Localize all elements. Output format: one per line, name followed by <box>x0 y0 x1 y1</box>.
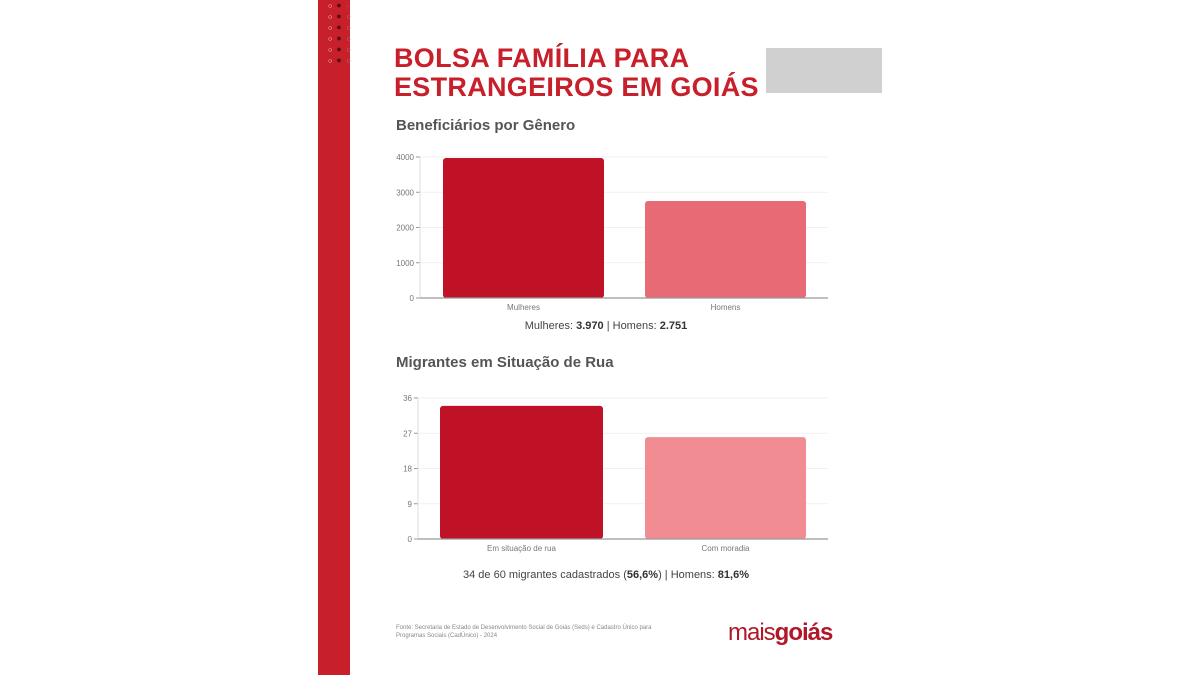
bar-homens <box>645 201 806 298</box>
chart-1-caption: Mulheres: 3.970 | Homens: 2.751 <box>0 320 1200 332</box>
x-tick-label: Mulheres <box>507 303 540 312</box>
y-tick-label: 3000 <box>396 188 414 197</box>
logo-part-2: goiás <box>774 619 834 646</box>
y-tick-label: 18 <box>403 465 412 474</box>
brand-logo: maisgoiás <box>728 619 834 647</box>
y-tick-label: 2000 <box>396 224 414 233</box>
y-tick-label: 1000 <box>396 259 414 268</box>
y-tick-label: 0 <box>408 535 413 544</box>
title-line-2: ESTRANGEIROS EM GOIÁS <box>394 72 759 102</box>
title-line-1: BOLSA FAMÍLIA PARA <box>394 43 690 73</box>
decorative-red-strip <box>318 0 350 675</box>
caption-label: 34 de 60 migrantes cadastrados ( <box>463 569 627 581</box>
x-tick-label: Com moradia <box>701 544 750 553</box>
bar-mulheres <box>443 158 604 298</box>
caption-value: 81,6% <box>717 569 749 581</box>
decorative-dot-pattern: ○ ● · ○ ● ○ ○ ● ○ ○ ● ○ ○ ● ○ ○ ● ○ <box>328 0 351 65</box>
caption-value: 2.751 <box>659 320 688 332</box>
y-tick-label: 0 <box>410 294 415 303</box>
caption-value: 3.970 <box>576 320 604 332</box>
bar-com-moradia <box>645 437 806 539</box>
placeholder-box <box>766 48 882 93</box>
y-tick-label: 9 <box>408 500 413 509</box>
x-tick-label: Em situação de rua <box>487 544 556 553</box>
page-title: BOLSA FAMÍLIA PARA ESTRANGEIROS EM GOIÁS <box>394 44 759 102</box>
logo-part-1: mais <box>728 619 776 646</box>
caption-label: Homens: <box>670 569 718 581</box>
y-tick-label: 4000 <box>396 153 414 162</box>
x-tick-label: Homens <box>711 303 741 312</box>
source-note: Fonte: Secretaria de Estado de Desenvolv… <box>396 625 652 639</box>
caption-label: Mulheres: <box>524 320 577 332</box>
caption-sep: ) | <box>658 569 671 581</box>
caption-value: 56,6% <box>626 569 659 581</box>
caption-label: Homens: <box>612 320 660 332</box>
chart-1-title: Beneficiários por Gênero <box>396 117 576 134</box>
y-tick-label: 27 <box>403 429 412 438</box>
caption-sep: | <box>603 320 613 332</box>
chart-2-caption: 34 de 60 migrantes cadastrados (56,6%) |… <box>0 569 1200 581</box>
y-tick-label: 36 <box>403 394 412 403</box>
bar-em-situação-de-rua <box>440 405 603 539</box>
chart-2-title: Migrantes em Situação de Rua <box>396 354 614 371</box>
